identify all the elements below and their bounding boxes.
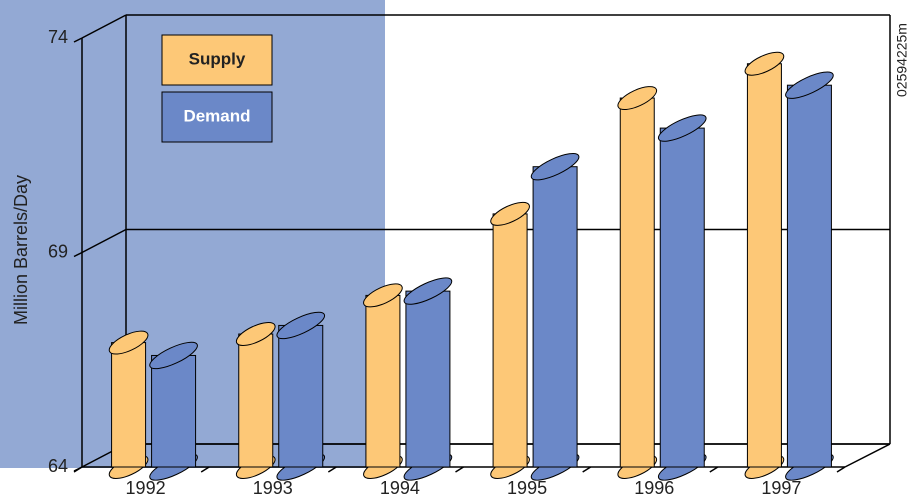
bar-body — [238, 333, 274, 468]
bar — [657, 114, 707, 481]
bar — [149, 341, 198, 481]
bar-top — [235, 322, 276, 346]
y-axis-label: Million Barrels/Day — [11, 175, 31, 325]
bar-body — [111, 342, 147, 468]
bar — [617, 86, 658, 479]
bar — [490, 201, 530, 479]
legend-swatch — [161, 34, 273, 86]
bar-top — [276, 311, 326, 340]
y-tick-label: 69 — [48, 241, 68, 261]
bar — [235, 322, 276, 479]
bar-body — [786, 84, 832, 468]
x-tick — [836, 466, 846, 473]
grid-line — [81, 228, 127, 254]
bar-body — [619, 97, 655, 468]
bar-body — [405, 290, 451, 468]
floor-right — [844, 443, 891, 468]
x-tick-label: 1997 — [761, 478, 801, 498]
x-tick-label: 1994 — [380, 478, 420, 498]
x-tick-label: 1992 — [126, 478, 166, 498]
bar-top — [403, 277, 453, 305]
bar — [108, 330, 149, 479]
bar-body — [659, 127, 705, 468]
bar-body — [492, 213, 528, 468]
x-tick — [582, 466, 592, 473]
x-tick — [200, 466, 210, 473]
x-tick-label: 1996 — [634, 478, 674, 498]
bar-top — [149, 341, 198, 370]
bar-body — [746, 63, 782, 468]
y-tick-label: 74 — [48, 27, 68, 47]
bar-top — [617, 86, 658, 111]
grid-line — [81, 14, 127, 39]
y-tick-label: 64 — [48, 456, 68, 476]
bar-top — [530, 153, 580, 181]
bar — [403, 277, 453, 481]
annotation: 02594225m — [894, 23, 910, 97]
tick-mark — [73, 251, 83, 258]
bar — [363, 283, 403, 479]
x-tick — [73, 466, 83, 473]
bar — [276, 311, 326, 481]
bar-top — [490, 201, 530, 226]
x-tick — [327, 466, 337, 473]
bar-top — [108, 330, 149, 355]
bar-top — [657, 114, 707, 142]
legend-label: Supply — [189, 49, 246, 68]
bar-top — [744, 51, 785, 76]
tick-mark — [73, 37, 83, 43]
bar-body — [532, 166, 578, 468]
x-tick — [709, 466, 719, 473]
bar — [744, 51, 785, 479]
legend-label: Demand — [183, 106, 250, 125]
bar — [785, 71, 834, 481]
x-tick-label: 1993 — [253, 478, 293, 498]
bar — [530, 153, 580, 481]
x-tick-label: 1995 — [507, 478, 547, 498]
bar-body — [365, 294, 401, 468]
bar-top — [363, 283, 403, 308]
bar-top — [785, 71, 834, 99]
bar-body — [278, 324, 324, 468]
x-tick — [455, 466, 464, 473]
bar-body — [151, 354, 197, 468]
legend-swatch — [161, 91, 273, 143]
